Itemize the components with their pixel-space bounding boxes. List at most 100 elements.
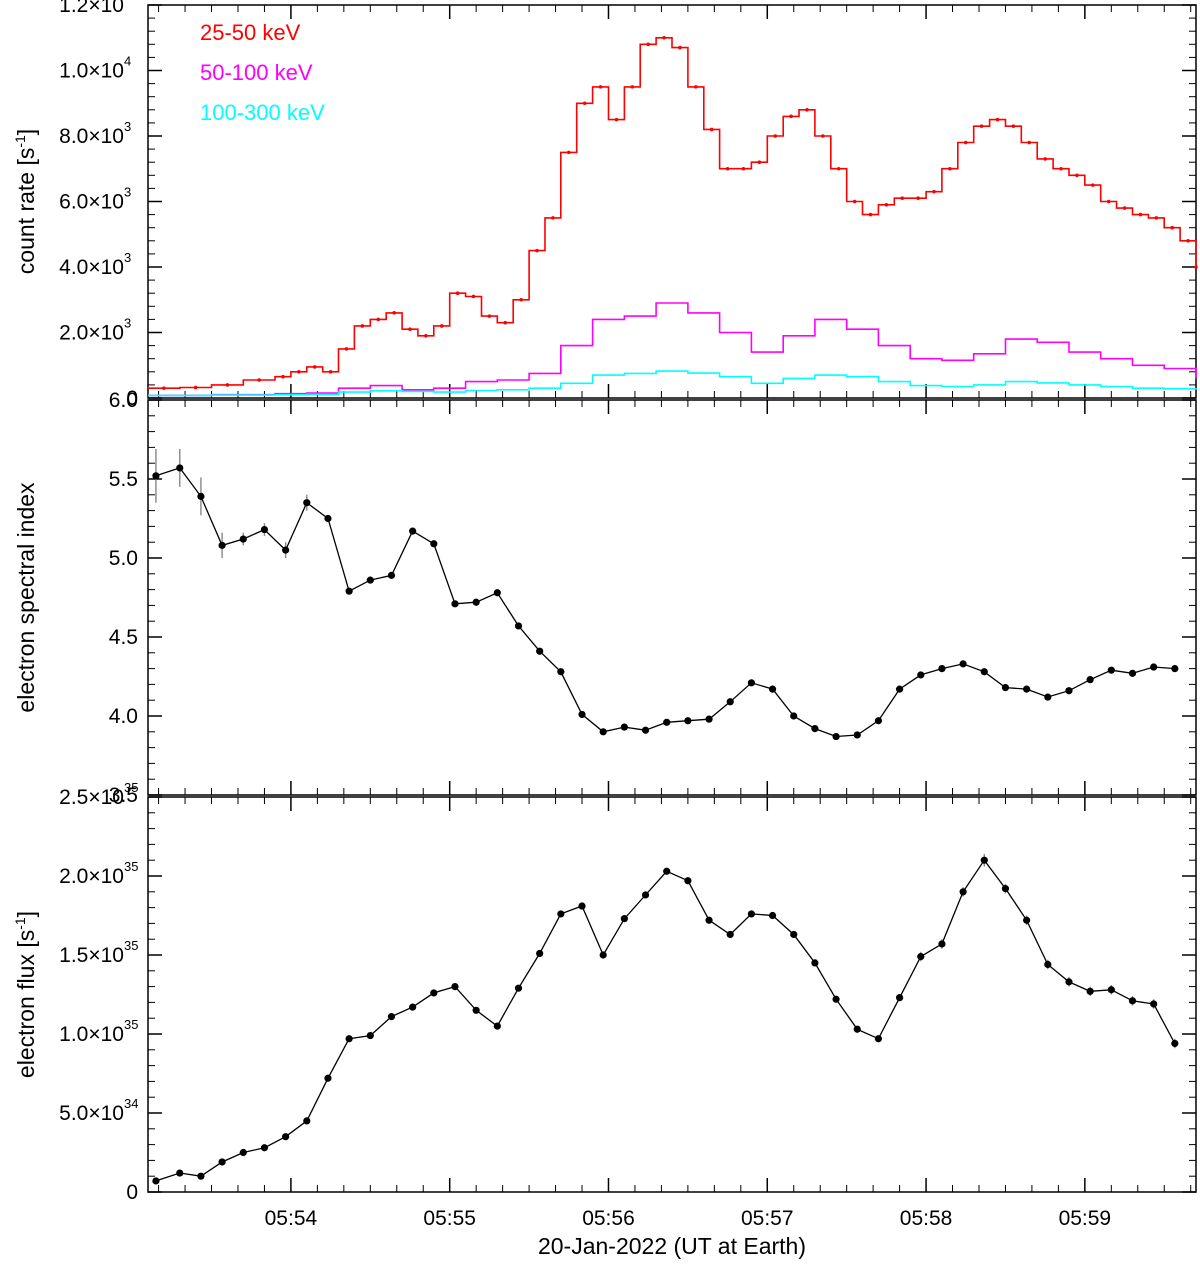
data-point [1107,666,1115,674]
data-point [790,712,798,720]
data-point [741,166,746,171]
data-point [1150,663,1158,671]
data-point [239,535,247,543]
data-point [578,902,586,910]
x-tick-label: 05:58 [900,1207,953,1230]
data-point [451,983,459,991]
data-point [694,85,698,89]
data-point [345,1035,353,1043]
data-point [1044,693,1052,701]
data-point [376,317,381,322]
data-point [1090,183,1095,187]
data-point [536,647,544,655]
data-point [1138,212,1143,217]
data-point [1186,239,1190,243]
data-point [805,108,809,112]
y-tick-label: 8.0×10 [59,125,124,148]
series-100-300-kev [148,370,1197,397]
data-point [582,101,587,106]
y-tick-label: 2.0×10 [59,322,124,345]
data-point [392,311,396,315]
data-point [614,117,619,122]
data-point [684,717,692,725]
data-point [980,668,988,676]
panel-3: 05.0×10 341.0×10 351.5×10 352.0×10 352.5×10 3… [12,780,1197,1204]
y-axis-label-superscript: -1 [12,135,28,148]
y-tick-exponent: 35 [124,1017,138,1032]
data-point [895,994,904,1002]
plot-frame [147,399,1197,796]
y-tick-exponent: 3 [124,185,131,200]
data-point [430,989,438,997]
data-point [1001,683,1010,692]
data-point [152,472,160,480]
data-point [821,134,825,138]
plot-frame [147,796,1197,1193]
data-point [773,134,778,138]
data-point [959,888,967,896]
data-point [281,374,285,379]
y-tick-exponent: 3 [124,119,131,134]
y-tick-label: 6.0 [109,389,138,412]
data-point [620,915,628,923]
data-point [324,514,332,523]
data-point [874,717,883,725]
data-point [1150,1000,1158,1008]
y-axis-label: count rate [s-1] [12,129,39,274]
data-point [705,916,713,924]
y-tick-label: 4.0 [109,705,138,728]
data-point [646,42,650,47]
data-point [853,1025,861,1033]
step-line [148,370,1197,397]
step-line [148,37,1197,389]
data-point [578,710,586,719]
data-point [747,910,755,918]
y-tick-label: 5.5 [109,468,138,491]
data-point [324,1074,332,1082]
y-tick-label: 6.0×10 [59,191,124,214]
data-point [197,492,205,500]
legend-entry: 100-300 keV [200,100,325,125]
data-point [566,150,571,155]
data-point [938,940,946,948]
data-point [980,856,988,864]
y-tick-exponent: 3 [124,250,131,265]
data-point [514,622,523,630]
data-point [1107,986,1115,994]
y-tick-label: 2.5×10 [59,786,124,809]
data-point [1171,1039,1179,1048]
data-point [684,877,692,885]
data-point [1065,687,1073,695]
data-point [705,715,713,723]
data-point [709,127,714,132]
data-point [1170,225,1174,230]
data-point [282,546,290,554]
data-point [176,1169,184,1177]
data-point [1075,173,1079,178]
x-tick-label: 05:54 [265,1207,318,1230]
data-point [836,166,841,171]
data-point [1086,676,1094,684]
data-point [451,600,459,608]
data-point [345,587,353,595]
data-point [503,320,508,325]
y-tick-exponent: 4 [124,0,131,3]
data-point [387,1013,396,1021]
data-point [790,930,798,939]
data-point [176,464,184,472]
data-point [239,1148,247,1157]
data-point [1086,987,1094,995]
data-point [360,324,365,328]
data-point [1059,166,1063,171]
data-point [1128,669,1137,677]
data-point [344,347,349,351]
data-point [409,527,417,535]
step-line [148,302,1197,397]
data-point [757,160,762,164]
data-point [519,297,523,302]
data-point [916,196,920,201]
data-point [963,140,968,145]
data-point [487,314,492,318]
data-point [811,725,819,733]
